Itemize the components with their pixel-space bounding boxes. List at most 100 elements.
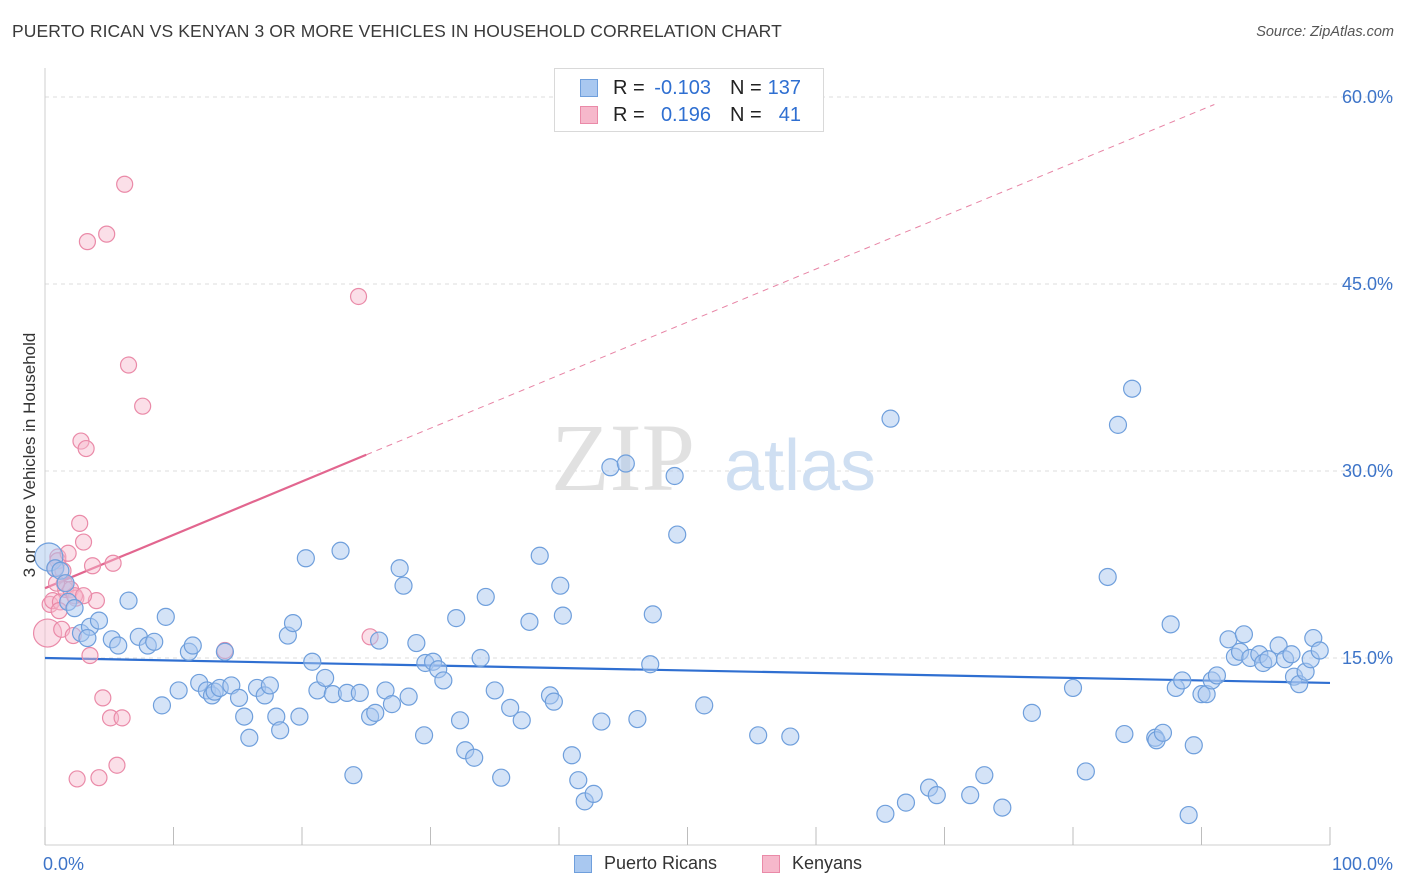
y-tick-label: 60.0% xyxy=(1342,87,1393,107)
puerto-ricans-point xyxy=(447,609,466,628)
puerto-ricans-point xyxy=(1153,723,1173,742)
puerto-ricans-point xyxy=(896,793,916,812)
puerto-ricans-point xyxy=(553,606,572,625)
kenyans-point xyxy=(90,769,108,787)
puerto-ricans-point xyxy=(1310,641,1329,660)
source-label: Source: ZipAtlas.com xyxy=(1256,24,1394,40)
legend-n-value: 137 xyxy=(767,77,801,99)
puerto-ricans-point xyxy=(512,711,531,730)
watermark: ZIP atlas xyxy=(551,404,876,511)
legend-swatch-blue xyxy=(574,855,592,873)
trend-lines xyxy=(44,104,1331,685)
puerto-ricans-point xyxy=(476,587,495,607)
puerto-ricans-point xyxy=(235,707,254,726)
puerto-ricans-point xyxy=(366,703,385,722)
puerto-ricans-point xyxy=(471,648,490,668)
puerto-ricans-point xyxy=(876,804,895,823)
puerto-ricans-point xyxy=(183,636,202,655)
legend-swatch-pink xyxy=(580,106,598,124)
tick-labels: 15.0% 30.0% 45.0% 60.0% 0.0% 100.0% xyxy=(43,87,1393,874)
puerto-ricans-point xyxy=(119,591,138,610)
puerto-ricans-point xyxy=(370,631,389,650)
kenyans-point xyxy=(74,533,93,551)
puerto-ricans-point xyxy=(1108,415,1128,434)
puerto-ricans-point xyxy=(215,642,234,661)
puerto-ricans-point xyxy=(109,636,128,655)
legend-n-label: N = xyxy=(730,104,762,126)
puerto-ricans-point xyxy=(1173,671,1192,690)
puerto-ricans-point xyxy=(78,628,97,648)
puerto-ricans-point xyxy=(229,688,249,707)
legend-swatch-blue xyxy=(580,79,598,97)
grid-lines xyxy=(45,96,1394,659)
puerto-ricans-point xyxy=(65,599,84,618)
kenyans-point xyxy=(81,646,99,665)
legend-r-value: -0.103 xyxy=(654,77,711,99)
kenyans-point xyxy=(94,689,112,707)
kenyans-trend-line xyxy=(44,453,367,590)
puerto-ricans-point xyxy=(569,771,588,790)
puerto-ricans-point xyxy=(145,632,164,651)
watermark-atlas: atlas xyxy=(724,426,876,506)
puerto-ricans-point xyxy=(169,681,188,700)
puerto-ricans-point xyxy=(975,766,994,785)
puerto-ricans-point xyxy=(927,786,946,805)
puerto-ricans-point xyxy=(1282,645,1301,664)
legend-r-value: 0.196 xyxy=(660,104,711,126)
puerto-ricans-point xyxy=(394,576,413,595)
puerto-ricans-point xyxy=(260,676,279,695)
puerto-ricans-point xyxy=(283,613,303,633)
puerto-ricans-point xyxy=(89,611,109,630)
puerto-ricans-point xyxy=(562,746,581,765)
puerto-ricans-trend-line xyxy=(44,656,1331,685)
puerto-ricans-point xyxy=(961,786,980,805)
series-legend: Puerto Ricans Kenyans xyxy=(0,853,1406,877)
kenyans-point xyxy=(74,587,93,605)
puerto-ricans-point xyxy=(749,726,768,745)
axes xyxy=(44,68,1331,846)
kenyans-trend-extension xyxy=(366,104,1215,456)
puerto-ricans-point xyxy=(1063,678,1083,698)
legend-n-label: N = xyxy=(730,77,762,99)
kenyans-point xyxy=(98,225,116,243)
puerto-ricans-point xyxy=(1123,379,1142,398)
puerto-ricans-point xyxy=(668,525,687,544)
puerto-ricans-point xyxy=(1184,736,1203,755)
puerto-ricans-point xyxy=(993,798,1012,817)
puerto-ricans-point xyxy=(56,574,75,593)
puerto-ricans-point xyxy=(665,466,684,486)
legend-r-label: R = xyxy=(613,104,645,126)
kenyans-point xyxy=(71,514,89,532)
puerto-ricans-point xyxy=(390,559,409,578)
puerto-ricans-point xyxy=(1022,703,1041,722)
kenyans-point xyxy=(87,592,106,610)
chart-title: PUERTO RICAN VS KENYAN 3 OR MORE VEHICLE… xyxy=(12,21,782,41)
kenyans-point xyxy=(349,287,368,306)
puerto-ricans-points xyxy=(34,379,1329,825)
legend-row-puerto-ricans: R = -0.103 N = 137 xyxy=(555,75,823,101)
puerto-ricans-point xyxy=(695,696,714,715)
puerto-ricans-point xyxy=(382,695,402,714)
puerto-ricans-point xyxy=(485,681,504,700)
puerto-ricans-point xyxy=(240,728,259,747)
puerto-ricans-point xyxy=(628,709,647,729)
puerto-ricans-point xyxy=(296,549,315,568)
puerto-ricans-point xyxy=(492,768,511,787)
puerto-ricans-point xyxy=(530,546,549,565)
puerto-ricans-point xyxy=(1207,666,1227,685)
puerto-ricans-point xyxy=(156,607,175,626)
kenyans-point xyxy=(119,356,138,374)
puerto-ricans-point xyxy=(1234,625,1254,644)
puerto-ricans-point xyxy=(434,671,453,690)
legend-swatch-pink xyxy=(762,855,780,873)
puerto-ricans-point xyxy=(316,668,335,688)
kenyans-point xyxy=(68,770,86,788)
puerto-ricans-point xyxy=(584,784,603,803)
legend-row-kenyans: R = 0.196 N = 41 xyxy=(555,102,823,128)
y-tick-label: 30.0% xyxy=(1342,461,1393,481)
puerto-ricans-point xyxy=(501,698,520,717)
legend-label-puerto-ricans: Puerto Ricans xyxy=(604,853,718,873)
puerto-ricans-point xyxy=(643,605,662,624)
puerto-ricans-point xyxy=(544,692,563,711)
puerto-ricans-point xyxy=(601,458,620,477)
